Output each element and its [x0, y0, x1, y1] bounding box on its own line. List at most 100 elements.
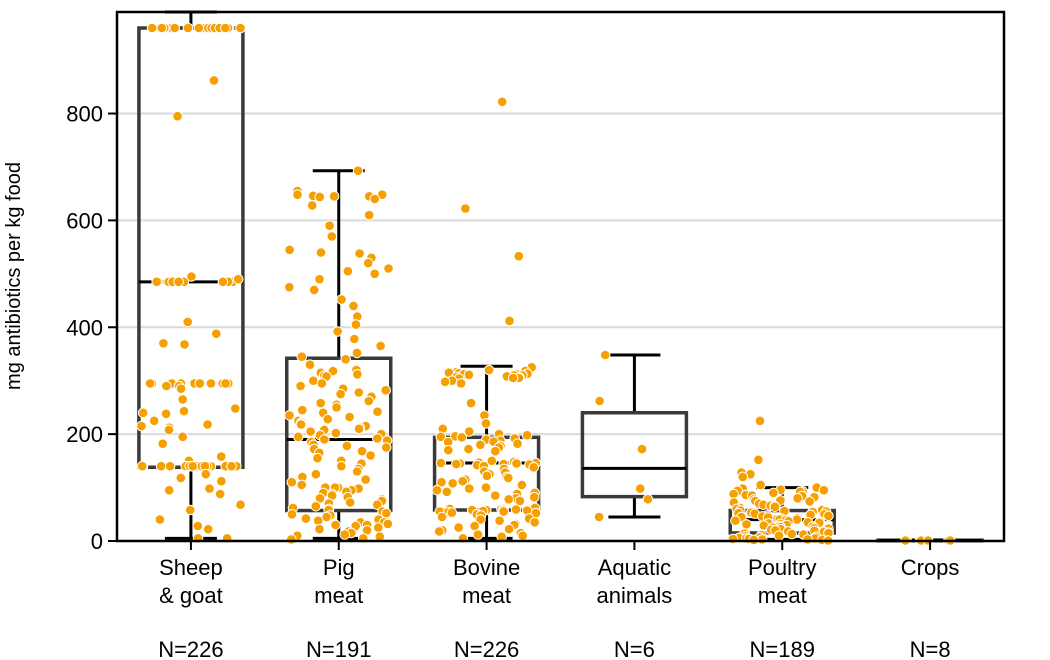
data-point — [351, 466, 363, 477]
data-point — [463, 369, 475, 381]
data-point — [137, 460, 148, 472]
data-point — [154, 514, 166, 525]
data-point — [433, 526, 445, 537]
data-point — [296, 479, 308, 491]
data-point — [441, 486, 453, 498]
data-point — [475, 514, 486, 525]
data-point — [202, 419, 213, 430]
data-point — [636, 443, 648, 455]
data-point — [455, 378, 467, 389]
data-point — [163, 424, 175, 436]
data-point — [349, 333, 360, 345]
data-point — [460, 203, 471, 214]
data-point — [480, 482, 492, 493]
data-point — [372, 433, 383, 444]
data-point — [510, 504, 522, 515]
data-point — [634, 483, 646, 494]
data-point — [529, 517, 541, 528]
data-point — [220, 378, 231, 389]
data-point — [465, 397, 477, 409]
data-point — [328, 191, 340, 202]
data-point — [503, 523, 515, 535]
data-point — [463, 483, 475, 494]
data-point — [169, 22, 180, 34]
data-point — [741, 519, 752, 530]
data-point — [755, 479, 766, 491]
data-point — [504, 315, 515, 327]
data-point — [164, 460, 176, 472]
data-point — [382, 518, 394, 530]
data-point — [336, 460, 347, 472]
x-tick-label: Pig — [323, 555, 355, 580]
data-point — [146, 22, 158, 34]
data-point — [447, 478, 459, 489]
data-point — [514, 495, 526, 507]
data-point — [380, 442, 392, 453]
data-point — [160, 408, 172, 420]
data-point — [211, 328, 222, 340]
data-point — [330, 427, 342, 439]
data-point — [443, 444, 454, 456]
data-point — [175, 383, 187, 395]
data-point — [296, 351, 308, 363]
data-point — [202, 523, 214, 535]
data-point — [204, 483, 215, 494]
data-point — [144, 378, 156, 389]
data-point — [339, 529, 351, 540]
data-point — [310, 468, 322, 480]
box — [285, 356, 393, 513]
data-point — [319, 434, 330, 445]
data-point — [161, 380, 172, 392]
data-point — [155, 460, 167, 472]
data-point — [436, 511, 448, 523]
data-point — [363, 395, 375, 407]
data-point — [182, 22, 194, 34]
y-axis-label: mg antibiotics per kg food — [3, 162, 25, 390]
data-point — [490, 445, 501, 457]
data-point — [314, 523, 325, 535]
data-point — [737, 471, 749, 483]
data-point — [306, 200, 318, 211]
data-point — [322, 413, 334, 425]
data-point — [315, 397, 327, 409]
data-point — [342, 265, 354, 277]
data-point — [217, 276, 229, 288]
data-point — [773, 530, 785, 542]
data-point — [136, 420, 147, 432]
data-point — [486, 455, 498, 467]
data-point — [310, 501, 322, 512]
data-point — [341, 440, 353, 452]
data-point — [498, 506, 510, 517]
box-group — [580, 353, 689, 519]
data-point — [457, 475, 469, 487]
data-point — [158, 338, 169, 349]
data-point — [512, 438, 523, 450]
data-point — [284, 281, 295, 293]
data-point — [516, 479, 528, 491]
data-point — [354, 248, 365, 259]
data-point — [489, 490, 501, 501]
box — [137, 26, 245, 470]
data-point — [230, 403, 241, 414]
data-point — [226, 460, 237, 472]
data-point — [823, 510, 834, 522]
data-point — [503, 494, 515, 505]
data-point — [200, 468, 212, 480]
data-point — [511, 458, 522, 469]
data-point — [297, 404, 308, 416]
x-tick-label: Poultry — [748, 555, 816, 580]
data-point — [332, 326, 343, 337]
data-point — [352, 369, 363, 380]
data-point — [316, 378, 328, 389]
data-point — [435, 457, 447, 469]
labels: 0 200 400 600 800 Sheep & goat N=226 Pig meat N=19… — [66, 102, 959, 660]
data-point — [373, 522, 384, 533]
data-point — [151, 276, 162, 288]
data-point — [304, 359, 316, 371]
data-point — [529, 491, 540, 503]
data-point — [350, 319, 362, 330]
data-point — [463, 426, 475, 437]
data-point — [340, 354, 352, 365]
data-point — [593, 511, 605, 523]
